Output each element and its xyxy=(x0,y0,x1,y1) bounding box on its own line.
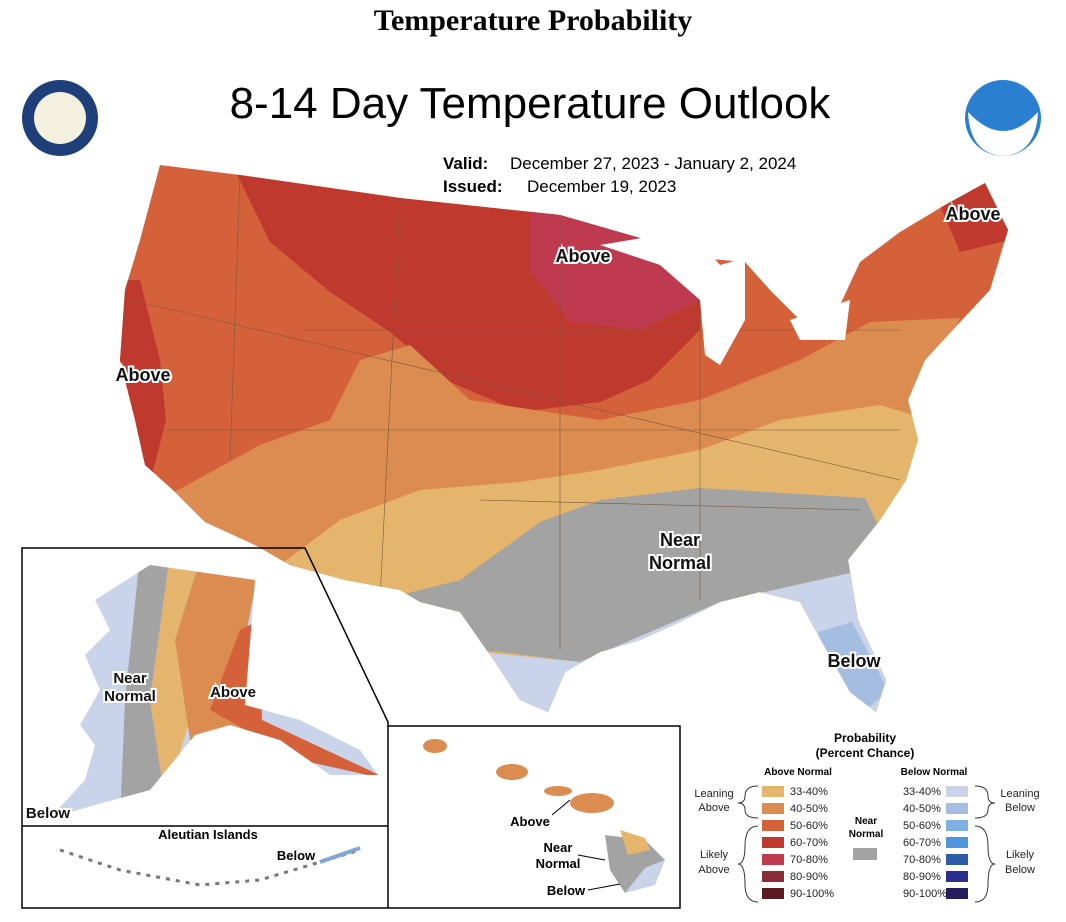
legend-swatch xyxy=(946,871,968,882)
legend-swatch xyxy=(946,786,968,797)
region-label: Normal xyxy=(649,553,711,573)
legend-swatch xyxy=(762,786,784,797)
aleutian-title: Aleutian Islands xyxy=(158,827,258,842)
legend-bin-label: 33-40% xyxy=(790,786,828,798)
map-title: 8-14 Day Temperature Outlook xyxy=(230,79,832,128)
legend: Probability (Percent Chance) Above Norma… xyxy=(694,731,1040,903)
legend-group: Likely xyxy=(700,849,729,861)
legend-bin-label: 40-50% xyxy=(903,803,941,815)
legend-bin-label: 60-70% xyxy=(790,837,828,849)
legend-group: Below xyxy=(1005,864,1035,876)
region-label: Below xyxy=(827,651,881,671)
legend-header: Below Normal xyxy=(901,767,968,778)
legend-swatch xyxy=(762,803,784,814)
region-label: Normal xyxy=(104,688,156,705)
region-label: Near xyxy=(660,530,700,550)
issued-date: December 19, 2023 xyxy=(527,177,676,196)
legend-group: Above xyxy=(698,802,729,814)
legend-title: (Percent Chance) xyxy=(816,746,915,760)
region-label: Above xyxy=(115,365,170,385)
legend-group: Likely xyxy=(1006,849,1035,861)
legend-title: Probability xyxy=(834,731,896,745)
region-label: Above xyxy=(510,814,550,829)
legend-bin-label: 80-90% xyxy=(903,871,941,883)
region-label: Above xyxy=(945,204,1000,224)
legend-swatch xyxy=(762,871,784,882)
region-label: Near xyxy=(544,840,573,855)
legend-swatch xyxy=(762,837,784,848)
legend-braces xyxy=(737,785,996,903)
issued-label: Issued: xyxy=(443,177,503,196)
legend-group: Leaning xyxy=(1000,788,1039,800)
aleutian-below xyxy=(319,846,361,864)
legend-near: Normal xyxy=(849,829,884,840)
legend-bin-label: 40-50% xyxy=(790,803,828,815)
valid-dates: December 27, 2023 - January 2, 2024 xyxy=(510,154,796,173)
legend-bin-label: 50-60% xyxy=(903,820,941,832)
legend-near: Near xyxy=(855,816,877,827)
region-label: Near xyxy=(113,670,147,687)
legend-bin-label: 60-70% xyxy=(903,837,941,849)
legend-group: Leaning xyxy=(694,788,733,800)
legend-group: Below xyxy=(1005,802,1035,814)
region-label: Below xyxy=(277,848,316,863)
region-label: Above xyxy=(210,684,256,701)
lake-erie xyxy=(790,300,850,340)
legend-swatch xyxy=(946,854,968,865)
aleutian-islands xyxy=(59,848,361,887)
page-title: Temperature Probability xyxy=(374,4,693,37)
region-label: Below xyxy=(26,805,71,822)
legend-swatch xyxy=(946,803,968,814)
legend-swatch xyxy=(762,888,784,899)
legend-header: Above Normal xyxy=(764,767,832,778)
valid-label: Valid: xyxy=(443,154,488,173)
noaa-logo-bird xyxy=(968,112,1038,156)
legend-swatch xyxy=(946,888,968,899)
legend-bin-label: 90-100% xyxy=(790,888,834,900)
legend-swatch xyxy=(762,820,784,831)
legend-bin-label: 90-100% xyxy=(903,888,947,900)
legend-swatch xyxy=(946,837,968,848)
legend-bin-label: 33-40% xyxy=(903,786,941,798)
legend-bin-label: 70-80% xyxy=(903,854,941,866)
hawaii-map xyxy=(423,739,665,893)
legend-bin-label: 80-90% xyxy=(790,871,828,883)
legend-swatch xyxy=(762,854,784,865)
legend-swatch xyxy=(853,848,877,860)
legend-swatch xyxy=(946,820,968,831)
inset-frames xyxy=(21,547,681,909)
great-lakes xyxy=(600,230,745,365)
region-label: Normal xyxy=(536,856,581,871)
region-label: Above xyxy=(555,246,610,266)
region-label: Below xyxy=(547,883,586,898)
commerce-seal-inner xyxy=(34,92,86,144)
legend-bin-label: 50-60% xyxy=(790,820,828,832)
legend-bin-label: 70-80% xyxy=(790,854,828,866)
legend-group: Above xyxy=(698,864,729,876)
